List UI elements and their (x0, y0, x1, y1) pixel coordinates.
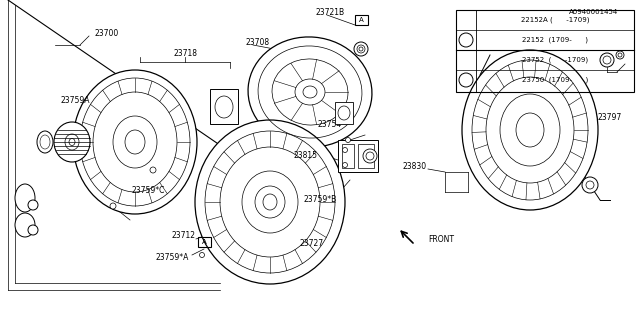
Text: 23708: 23708 (246, 37, 270, 46)
Text: 22152  (1709-      ): 22152 (1709- ) (522, 37, 588, 43)
Text: 23752  (      -1709): 23752 ( -1709) (522, 57, 588, 63)
Text: 2: 2 (464, 77, 468, 83)
Circle shape (346, 138, 351, 142)
Ellipse shape (37, 131, 53, 153)
Circle shape (359, 47, 363, 51)
Text: 1: 1 (31, 203, 35, 207)
Text: 1: 1 (464, 37, 468, 43)
Text: A0940001454: A0940001454 (569, 9, 618, 15)
Text: 23830: 23830 (403, 162, 427, 171)
Text: 23797: 23797 (597, 113, 621, 122)
Text: 22152A (      -1709): 22152A ( -1709) (521, 17, 589, 23)
Text: 23815: 23815 (293, 150, 317, 159)
Ellipse shape (462, 50, 598, 210)
Text: A: A (202, 239, 207, 245)
Ellipse shape (73, 70, 197, 214)
Text: 23759*A: 23759*A (156, 253, 189, 262)
Text: 23721B: 23721B (316, 7, 344, 17)
Circle shape (616, 51, 624, 59)
Bar (456, 10, 634, 92)
Text: 23700: 23700 (95, 28, 119, 37)
Circle shape (200, 252, 205, 258)
Bar (355, 15, 368, 25)
Text: 23759*C: 23759*C (131, 186, 164, 195)
Bar (338, 140, 378, 172)
Text: 23759*B: 23759*B (303, 196, 337, 204)
Circle shape (342, 148, 348, 153)
Circle shape (600, 53, 614, 67)
Text: 2: 2 (31, 228, 35, 233)
Ellipse shape (54, 122, 90, 162)
Text: A: A (359, 17, 364, 23)
Bar (335, 102, 353, 124)
Bar (198, 237, 211, 247)
Circle shape (354, 42, 368, 56)
Text: 23712: 23712 (171, 231, 195, 241)
Bar (210, 89, 238, 124)
Circle shape (363, 149, 377, 163)
Circle shape (582, 177, 598, 193)
Text: 23759A: 23759A (60, 95, 90, 105)
Bar (358, 144, 374, 168)
Circle shape (459, 33, 473, 47)
Ellipse shape (248, 37, 372, 147)
Ellipse shape (195, 120, 345, 284)
Ellipse shape (15, 213, 35, 237)
Circle shape (28, 225, 38, 235)
Bar (342, 144, 354, 168)
Circle shape (459, 73, 473, 87)
Text: 23718: 23718 (173, 49, 197, 58)
Text: 23727: 23727 (300, 238, 324, 247)
Text: 23754: 23754 (318, 119, 342, 129)
Text: FRONT: FRONT (428, 236, 454, 244)
Circle shape (150, 167, 156, 173)
Circle shape (110, 203, 116, 209)
Text: 23721: 23721 (213, 92, 237, 100)
Circle shape (342, 163, 348, 167)
Text: 23750  (1709-      ): 23750 (1709- ) (522, 77, 588, 83)
Ellipse shape (15, 184, 35, 212)
Circle shape (28, 200, 38, 210)
